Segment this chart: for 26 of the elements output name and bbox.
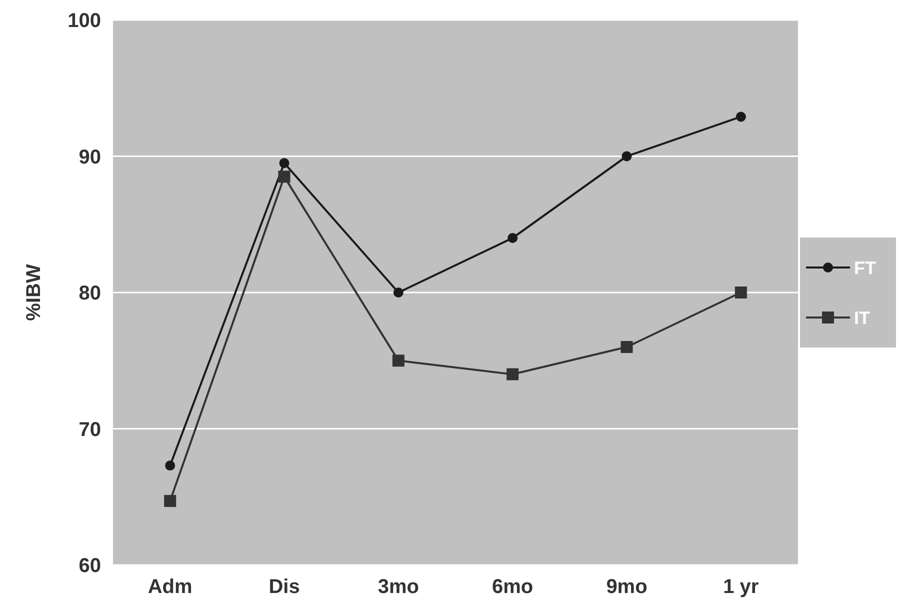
y-axis-title: %IBW (23, 264, 45, 321)
point (734, 286, 747, 298)
y-tick-label: 80 (78, 282, 101, 304)
x-tick-label: 6mo (492, 576, 534, 598)
point (508, 233, 518, 243)
x-tick-label: 1 yr (723, 576, 759, 598)
y-tick-label: 60 (78, 555, 101, 577)
y-tick-label: 100 (68, 10, 101, 32)
point (164, 494, 176, 507)
point (278, 170, 290, 183)
x-tick-label: 3mo (378, 576, 419, 598)
point (392, 354, 404, 367)
y-tick-label: 70 (78, 418, 101, 441)
point (622, 151, 632, 162)
x-tick-label: Dis (268, 576, 300, 598)
x-tick-label: 9mo (606, 576, 648, 598)
legend-label: FT (854, 258, 876, 278)
legend-label: IT (854, 308, 870, 328)
point (620, 341, 633, 353)
point (165, 460, 176, 471)
point (393, 288, 404, 298)
point (736, 112, 746, 122)
x-tick-label: Adm (148, 576, 192, 598)
point (279, 158, 290, 168)
y-tick-label: 90 (78, 146, 101, 168)
point (506, 368, 519, 380)
